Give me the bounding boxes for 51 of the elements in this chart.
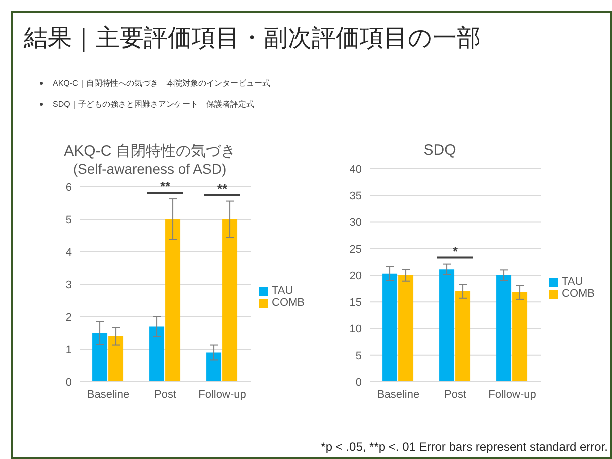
y-tick-label: 4	[66, 246, 72, 259]
y-tick-label: 35	[350, 190, 362, 203]
bar	[440, 270, 455, 382]
bar	[206, 352, 222, 382]
significance-bracket: **	[148, 179, 184, 194]
y-tick-label: 5	[356, 350, 362, 362]
annotation: **	[217, 182, 228, 196]
x-tick-label: Post	[444, 388, 467, 401]
legend-label: COMB	[272, 297, 305, 309]
bar	[92, 333, 108, 382]
x-tick-label: Follow-up	[198, 388, 246, 401]
bar	[398, 276, 414, 382]
bar	[150, 326, 165, 382]
y-tick-label: 15	[350, 297, 362, 310]
annotation: *	[452, 244, 459, 259]
y-tick-label: 1	[66, 344, 72, 356]
y-tick-label: 10	[350, 324, 362, 336]
chart-subtitle: (Self-awareness of ASD)	[72, 161, 228, 177]
y-tick-label: 3	[66, 279, 72, 292]
bar	[496, 276, 512, 382]
chart-title: SDQ	[422, 142, 458, 159]
significance-bracket: *	[438, 244, 474, 259]
annotation: **	[160, 179, 172, 194]
text: *p < .05, **p <. 01 Error bars represent standard error.	[321, 440, 608, 454]
x-tick-label: Post	[154, 388, 177, 401]
x-tick-label: Follow-up	[488, 388, 536, 401]
significance-bracket: **	[204, 182, 240, 196]
bar	[222, 220, 238, 382]
legend-label: COMB	[562, 288, 595, 300]
x-tick-label: Baseline	[377, 388, 420, 401]
y-tick-label: 30	[350, 217, 362, 230]
y-tick-label: 5	[66, 214, 72, 226]
bar	[108, 336, 124, 382]
y-tick-label: 0	[356, 376, 362, 389]
x-tick-label: Baseline	[87, 388, 130, 401]
chart-title: AKQ-C 自閉特性の気づき	[63, 142, 237, 161]
bar	[456, 291, 471, 382]
y-tick-label: 2	[66, 312, 72, 324]
y-tick-label: 0	[66, 376, 72, 389]
bar	[382, 274, 398, 382]
text: SDQ｜子どもの強さと困難さアンケート 保護者評定式	[52, 99, 254, 110]
bar	[166, 220, 181, 382]
text: 結果｜主要評価項目・副次評価項目の一部	[24, 24, 481, 54]
legend-label: TAU	[562, 276, 584, 288]
legend-label: TAU	[272, 285, 294, 297]
y-tick-label: 6	[66, 182, 72, 194]
y-tick-label: 40	[350, 164, 362, 176]
bar	[512, 292, 528, 382]
y-tick-label: 25	[350, 244, 362, 256]
y-tick-label: 20	[350, 270, 362, 282]
text: AKQ-C｜自閉特性への気づき 本院対象のインタービュー式	[52, 78, 270, 89]
